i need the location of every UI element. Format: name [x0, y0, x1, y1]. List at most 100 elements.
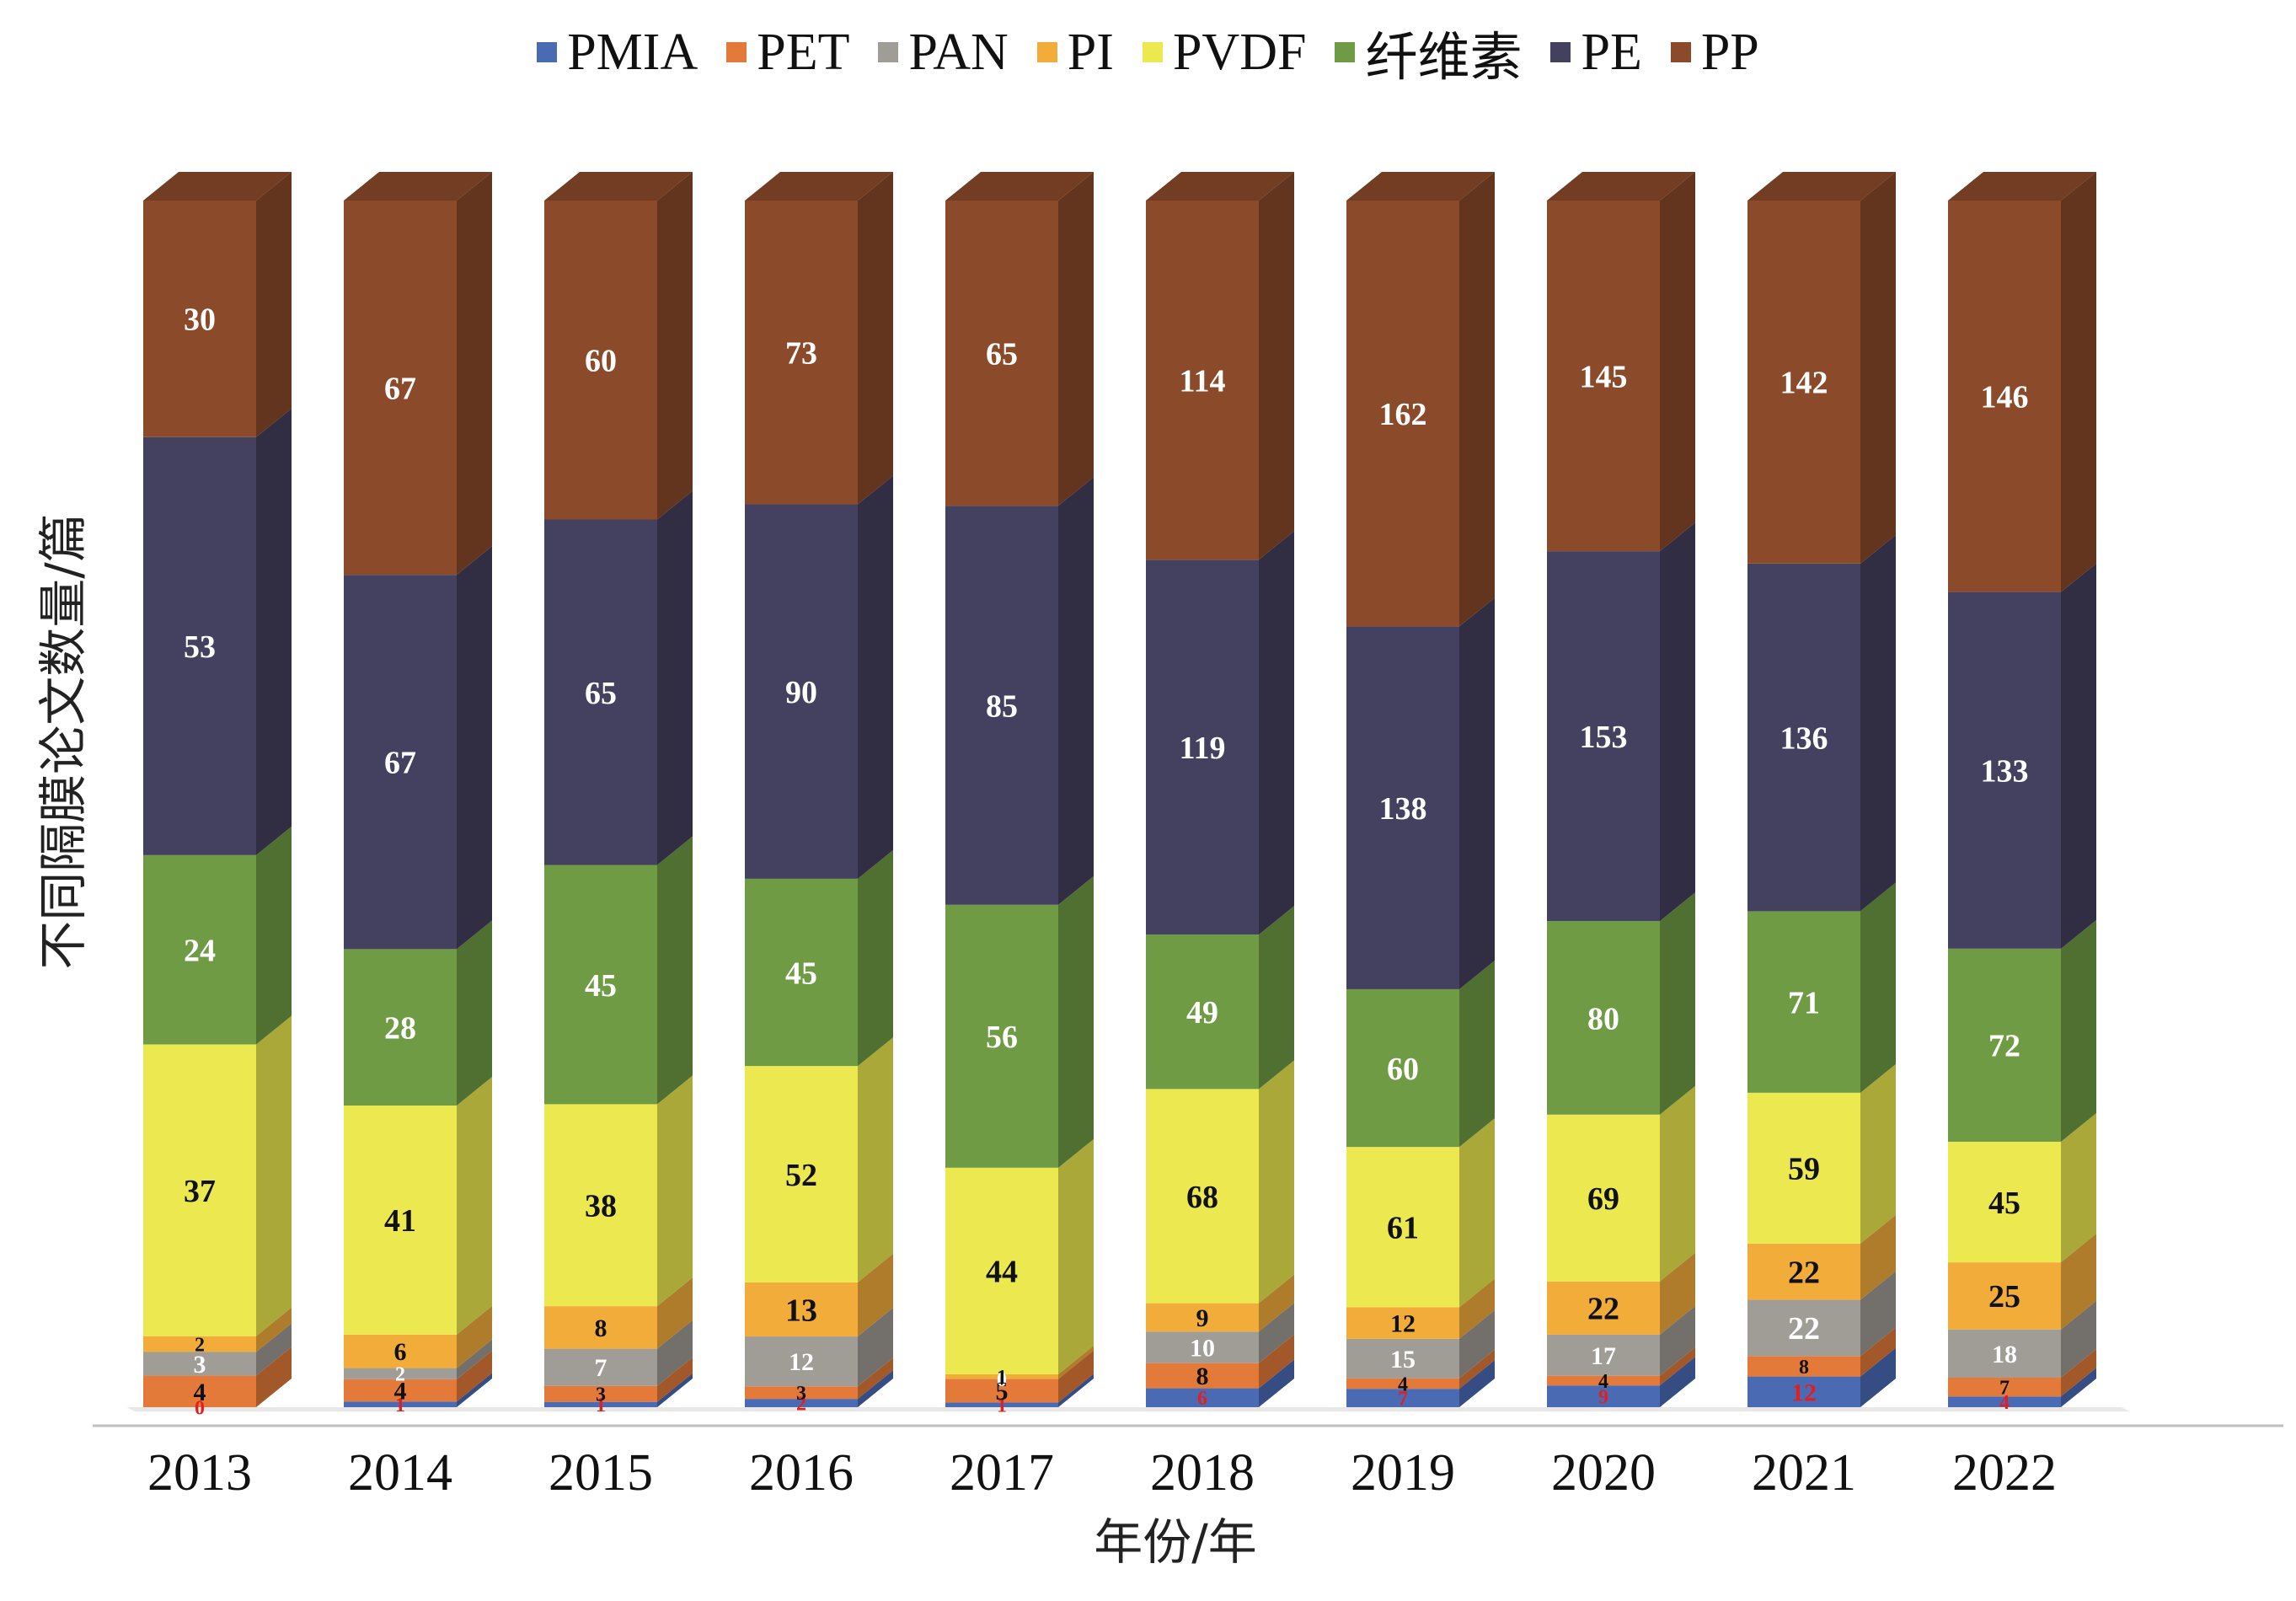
bar-segment-pan-2021: [1747, 1299, 1860, 1357]
data-label-series-5-2018: 49: [1186, 995, 1218, 1031]
bar-side-series-5-2014: [457, 920, 492, 1106]
bar-side-pp-2016: [858, 172, 893, 505]
data-label-pan-2019: 15: [1390, 1346, 1416, 1373]
bar-segment-pan-2015: [544, 1348, 657, 1386]
data-label-pi-2016: 13: [785, 1293, 817, 1328]
bar-segment-pp-2015: [544, 201, 657, 520]
bar-side-series-5-2019: [1459, 960, 1495, 1148]
bar-segment-pp-2019: [1346, 201, 1459, 627]
data-label-pe-2017: 85: [986, 688, 1018, 724]
x-axis-label: 年份/年: [1094, 1513, 1257, 1571]
bar-side-pi-2018: [1259, 1274, 1294, 1332]
legend-label: PMIA: [567, 23, 698, 81]
bar-segment-pmia-2021: [1747, 1376, 1860, 1407]
data-label-pvdf-2022: 45: [1988, 1186, 2020, 1221]
bar-side-pet-2014: [457, 1350, 492, 1402]
bar-2016: 23 12 13 52 45 90 73: [745, 172, 893, 1415]
data-label-pe-2019: 138: [1379, 791, 1427, 827]
bar-segment-pvdf-2019: [1346, 1147, 1459, 1308]
legend-item-pp: PP: [1670, 23, 1759, 83]
bar-side-pe-2021: [1860, 534, 1896, 912]
bar-side-pi-2014: [457, 1305, 492, 1368]
bar-segment-pmia-2017: [945, 1402, 1058, 1407]
bar-top-2020: [1547, 172, 1695, 201]
data-label-pan-2022: 18: [1992, 1341, 2017, 1368]
data-label-series-5-2020: 80: [1587, 1001, 1619, 1036]
data-label-pmia-2017: 1: [997, 1395, 1007, 1417]
bar-side-pvdf-2020: [1660, 1085, 1695, 1282]
data-label-pet-2015: 3: [596, 1384, 606, 1406]
bar-segment-pvdf-2015: [544, 1104, 657, 1307]
data-label-pe-2013: 53: [184, 629, 216, 665]
data-label-pan-2017: 0: [997, 1369, 1007, 1391]
data-label-pan-2021: 22: [1788, 1311, 1820, 1347]
bar-side-pp-2018: [1259, 172, 1294, 560]
bar-segment-series-5-2021: [1747, 911, 1860, 1093]
bar-segment-pp-2018: [1146, 201, 1259, 560]
bar-segment-pmia-2022: [1948, 1396, 2061, 1407]
data-label-pet-2018: 8: [1196, 1363, 1209, 1390]
data-label-pp-2015: 60: [585, 344, 617, 379]
data-label-pet-2017: 5: [996, 1378, 1009, 1406]
legend-label: PE: [1581, 23, 1642, 81]
bar-segment-pet-2020: [1547, 1375, 1660, 1386]
data-label-pmia-2019: 7: [1398, 1388, 1408, 1410]
bar-segment-pi-2013: [143, 1336, 256, 1352]
bar-side-series-5-2016: [858, 849, 893, 1067]
data-label-pe-2015: 65: [585, 676, 617, 711]
bar-2021: 128 22 22 59 71 136 142: [1747, 172, 1896, 1407]
bar-segment-series-5-2014: [344, 949, 457, 1106]
bar-side-pan-2013: [256, 1323, 292, 1376]
bar-top-2021: [1747, 172, 1896, 201]
data-label-pi-2019: 12: [1390, 1310, 1416, 1338]
legend-swatch: [878, 42, 899, 62]
floor: [126, 1407, 2130, 1411]
data-label-pi-2022: 25: [1988, 1279, 2020, 1315]
bar-segment-pvdf-2014: [344, 1106, 457, 1335]
data-label-pmia-2022: 4: [1999, 1392, 2010, 1414]
data-label-pp-2019: 162: [1379, 397, 1427, 432]
legend-item-pet: PET: [726, 23, 849, 83]
bar-segment-pmia-2019: [1346, 1389, 1459, 1407]
legend-item-pvdf: PVDF: [1142, 23, 1306, 83]
bar-side-pet-2016: [858, 1357, 893, 1400]
bar-side-pvdf-2015: [657, 1075, 693, 1307]
data-label-pmia-2014: 1: [395, 1395, 405, 1416]
bar-side-pet-2013: [256, 1347, 292, 1407]
data-label-pp-2021: 142: [1780, 366, 1828, 401]
data-label-pmia-2018: 6: [1197, 1388, 1207, 1410]
legend-label: PI: [1067, 23, 1114, 81]
bar-side-pi-2015: [657, 1277, 693, 1349]
bar-top-2019: [1346, 172, 1495, 201]
legend-item-pi: PI: [1036, 23, 1114, 83]
bar-segment-pan-2022: [1948, 1329, 2061, 1378]
x-tick-label-2019: 2019: [1351, 1444, 1455, 1502]
x-tick-label-2022: 2022: [1952, 1444, 2057, 1502]
data-label-series-5-2017: 56: [986, 1020, 1018, 1055]
bar-segment-pi-2017: [945, 1373, 1058, 1379]
bar-segment-series-5-2020: [1547, 921, 1660, 1115]
bar-segment-series-5-2015: [544, 865, 657, 1105]
bar-side-pmia-2015: [657, 1373, 693, 1407]
bar-segment-pi-2020: [1547, 1281, 1660, 1335]
bar-segment-pmia-2014: [344, 1401, 457, 1407]
data-label-pi-2015: 8: [595, 1315, 607, 1342]
data-label-pp-2016: 73: [785, 336, 817, 372]
bar-side-pe-2018: [1259, 531, 1294, 935]
bar-side-pi-2013: [256, 1307, 292, 1352]
bar-side-pvdf-2013: [256, 1015, 292, 1336]
bar-side-pi-2017: [1058, 1345, 1094, 1379]
bar-segment-pan-2014: [344, 1368, 457, 1379]
bar-segment-pvdf-2013: [143, 1044, 256, 1336]
data-label-series-5-2014: 28: [384, 1010, 416, 1046]
bar-side-pvdf-2017: [1058, 1138, 1094, 1374]
bar-segment-series-5-2018: [1146, 934, 1259, 1090]
data-label-pvdf-2018: 68: [1186, 1180, 1218, 1215]
bar-side-series-5-2018: [1259, 906, 1294, 1090]
legend-swatch: [1670, 42, 1691, 62]
data-label-pmia-2015: 1: [596, 1395, 606, 1416]
